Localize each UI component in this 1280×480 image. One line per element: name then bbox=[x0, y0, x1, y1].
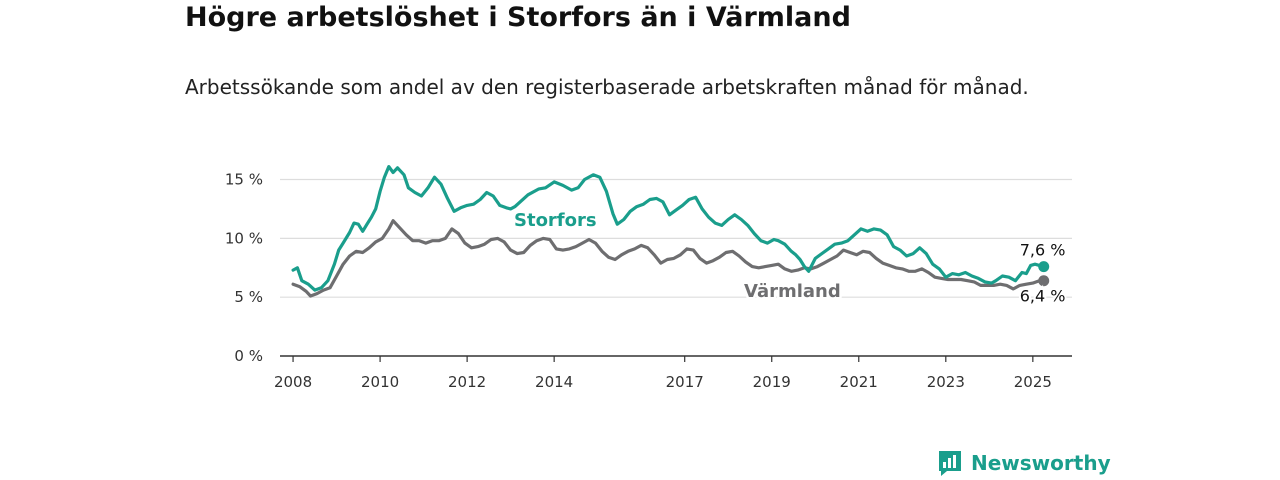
end-value-varmland: 6,4 % bbox=[1020, 287, 1066, 306]
series-line-storfors bbox=[291, 165, 1046, 292]
x-axis-labels: 2008 2010 2012 2014 2017 2019 2021 2023 2025 bbox=[274, 373, 1052, 391]
x-tick-label: 2014 bbox=[535, 373, 573, 391]
end-value-storfors: 7,6 % bbox=[1020, 241, 1066, 260]
x-tick-label: 2010 bbox=[361, 373, 399, 391]
newsworthy-brand: Newsworthy bbox=[937, 448, 1111, 478]
series-lines bbox=[291, 165, 1046, 298]
end-marker-varmland bbox=[1038, 275, 1050, 287]
x-tick-label: 2021 bbox=[840, 373, 878, 391]
x-tick-label: 2019 bbox=[753, 373, 791, 391]
y-tick-label: 10 % bbox=[225, 229, 263, 247]
x-tick-label: 2012 bbox=[448, 373, 486, 391]
y-tick-label: 15 % bbox=[225, 171, 263, 189]
x-tick-label: 2008 bbox=[274, 373, 312, 391]
x-tick-label: 2025 bbox=[1014, 373, 1052, 391]
newsworthy-logo-icon bbox=[939, 451, 961, 476]
end-marker-storfors bbox=[1038, 261, 1050, 273]
x-tick-label: 2017 bbox=[666, 373, 704, 391]
x-axis-ticks bbox=[292, 356, 1034, 362]
series-label-varmland: Värmland bbox=[744, 281, 841, 302]
series-label-storfors: Storfors bbox=[514, 210, 597, 231]
series-line-varmland bbox=[291, 219, 1046, 298]
chart-subtitle: Arbetssökande som andel av den registerb… bbox=[185, 75, 1029, 99]
series-end-markers bbox=[1038, 261, 1050, 287]
chart-title: Högre arbetslöshet i Storfors än i Värml… bbox=[185, 2, 851, 33]
brand-name: Newsworthy bbox=[971, 451, 1111, 475]
y-axis-labels: 0 % 5 % 10 % 15 % bbox=[225, 171, 263, 365]
y-tick-label: 5 % bbox=[234, 288, 263, 306]
x-tick-label: 2023 bbox=[927, 373, 965, 391]
y-tick-label: 0 % bbox=[234, 347, 263, 365]
